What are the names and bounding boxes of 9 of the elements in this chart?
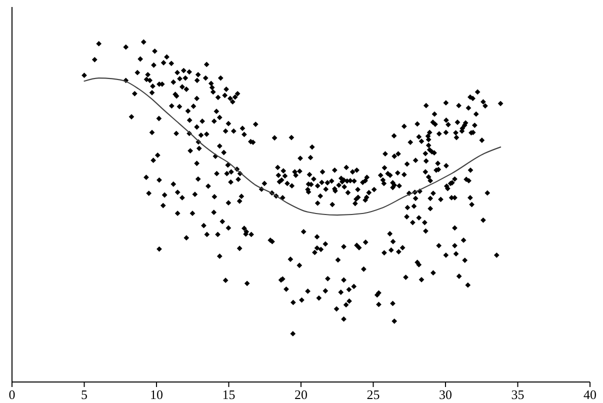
x-tick-label: 10 <box>150 387 163 402</box>
x-tick-label: 25 <box>366 387 380 402</box>
x-tick-label: 30 <box>439 387 452 402</box>
x-tick-label: 5 <box>81 387 88 402</box>
x-tick-label: 20 <box>294 387 308 402</box>
x-tick-label: 40 <box>584 387 596 402</box>
x-tick-label: 0 <box>8 387 16 402</box>
x-tick-label: 15 <box>222 387 236 402</box>
x-tick-label: 35 <box>511 387 524 402</box>
